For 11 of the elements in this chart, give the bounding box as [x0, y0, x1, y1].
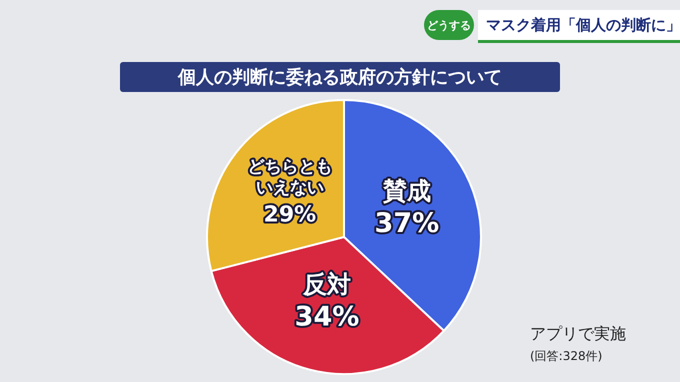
slice-label: 反対	[302, 270, 351, 299]
text: どうする	[424, 10, 474, 40]
slice-label: 賛成	[382, 177, 431, 206]
text: (回答:328件)	[530, 348, 602, 365]
data-label: 34%	[294, 301, 360, 332]
data-label: 37%	[374, 208, 440, 239]
chart-title: 個人の判断に委ねる政府の方針について	[120, 62, 560, 92]
text: アプリで実施	[530, 324, 626, 345]
slice-label: どちらともいえない	[247, 156, 332, 198]
text: マスク着用「個人の判断に」	[478, 10, 680, 43]
data-label: 29%	[264, 202, 316, 228]
